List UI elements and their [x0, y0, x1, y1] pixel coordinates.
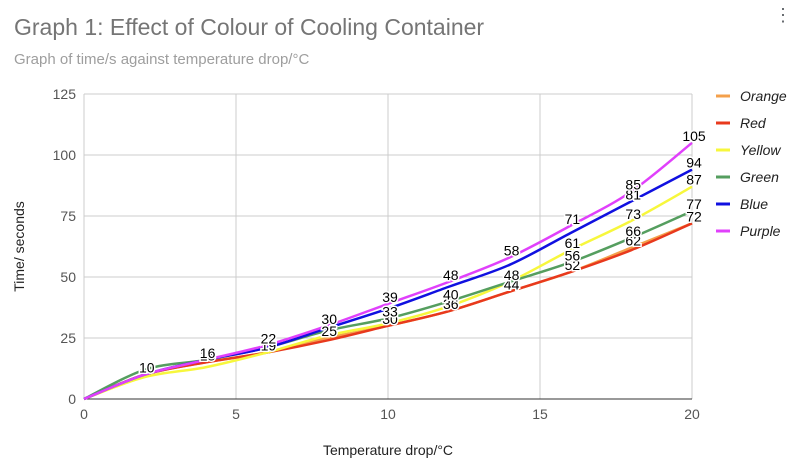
- data-label-orange: 30: [382, 311, 398, 327]
- chart-title: Graph 1: Effect of Colour of Cooling Con…: [14, 14, 485, 40]
- data-label-orange: 52: [565, 257, 581, 273]
- data-label-purple: 58: [504, 242, 520, 258]
- data-label-blue: 94: [686, 155, 702, 171]
- data-label-orange: 62: [625, 233, 641, 249]
- series-line-green: [83, 209, 693, 401]
- data-label-yellow: 61: [565, 235, 581, 251]
- series-line-purple: [83, 141, 693, 401]
- data-label-orange: 72: [686, 208, 702, 224]
- y-axis-title: Time/ seconds: [11, 201, 27, 292]
- axes: 0 25 50 75 100 125 0 5 10 15 20: [53, 86, 700, 422]
- data-label-green: 56: [565, 247, 581, 263]
- more-options-icon[interactable]: ⋮: [774, 5, 792, 25]
- x-tick-label: 20: [684, 406, 700, 422]
- x-tick-label: 5: [232, 406, 240, 422]
- data-label-purple: 22: [261, 330, 277, 346]
- x-axis-title: Temperature drop/°C: [323, 442, 453, 458]
- legend-label-orange: Orange: [740, 88, 787, 104]
- data-label-orange: 25: [321, 323, 337, 339]
- data-label-green: 48: [504, 267, 520, 283]
- legend-label-blue: Blue: [740, 196, 768, 212]
- x-tick-label: 0: [80, 406, 88, 422]
- y-tick-label: 100: [53, 147, 77, 163]
- data-label-orange: 10: [139, 360, 155, 376]
- gridlines: [83, 93, 693, 400]
- data-label-purple: 48: [443, 267, 459, 283]
- data-label-orange: 44: [504, 277, 520, 293]
- data-label-purple: 16: [200, 345, 216, 361]
- data-label-green: 33: [382, 303, 398, 319]
- data-label-green: 40: [443, 286, 459, 302]
- data-label-orange: 19: [261, 338, 277, 354]
- legend-label-yellow: Yellow: [740, 142, 781, 158]
- chart-subtitle: Graph of time/s against temperature drop…: [14, 51, 310, 68]
- series-line-red: [83, 222, 693, 401]
- y-tick-label: 25: [60, 330, 76, 346]
- data-labels: 1015192530364452627261738733404856667781…: [138, 126, 708, 377]
- data-label-orange: 36: [443, 296, 459, 312]
- legend-label-purple: Purple: [740, 223, 781, 239]
- legend-label-red: Red: [740, 115, 767, 131]
- series-lines: [83, 141, 693, 401]
- legend-label-green: Green: [740, 169, 779, 185]
- data-label-purple: 85: [625, 177, 641, 193]
- data-label-green: 77: [686, 196, 702, 212]
- legend: Orange Red Yellow Green Blue Purple: [716, 88, 787, 239]
- y-tick-label: 75: [60, 208, 76, 224]
- data-label-orange: 15: [200, 347, 216, 363]
- data-label-green: 66: [625, 223, 641, 239]
- data-label-blue: 81: [625, 186, 641, 202]
- x-tick-label: 15: [532, 406, 548, 422]
- data-label-purple: 30: [321, 311, 337, 327]
- y-tick-label: 0: [68, 391, 76, 407]
- y-tick-label: 50: [60, 269, 76, 285]
- data-label-yellow: 73: [625, 206, 641, 222]
- data-label-yellow: 87: [686, 172, 702, 188]
- data-label-purple: 71: [565, 211, 581, 227]
- x-tick-label: 10: [380, 406, 396, 422]
- series-line-yellow: [83, 185, 693, 401]
- y-tick-label: 125: [53, 86, 77, 102]
- data-label-purple: 105: [682, 128, 706, 144]
- data-label-purple: 39: [382, 289, 398, 305]
